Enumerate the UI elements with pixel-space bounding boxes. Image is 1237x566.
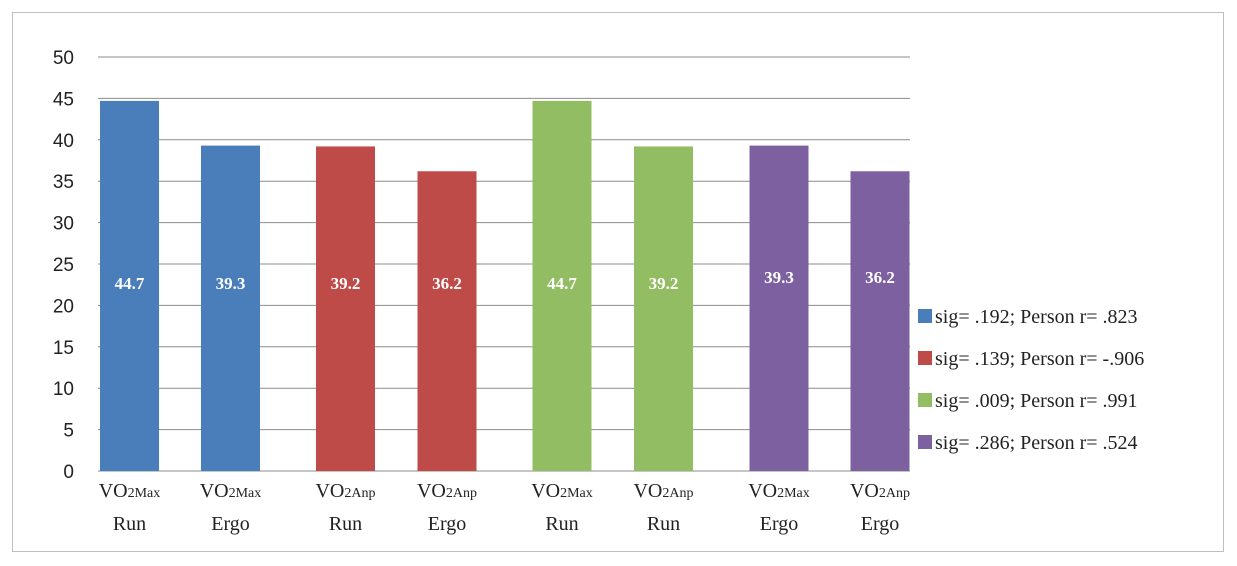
bar — [417, 171, 477, 472]
bar — [100, 100, 159, 471]
data-label: 36.2 — [432, 274, 462, 293]
legend-label: sig= .286; Person r= .524 — [935, 432, 1138, 454]
x-tick-label-line2: Run — [329, 513, 362, 535]
x-tick-label: VO2Anp — [850, 480, 910, 502]
y-tick-label: 0 — [63, 462, 74, 483]
y-tick-label: 20 — [53, 296, 74, 317]
y-tick-label: 45 — [53, 89, 74, 110]
x-tick-label-line2: Run — [647, 513, 680, 535]
y-tick-label: 30 — [53, 214, 74, 235]
legend-swatch — [918, 393, 932, 407]
bar — [749, 145, 809, 471]
x-tick-label: VO2Anp — [633, 480, 693, 502]
data-label: 39.2 — [331, 274, 361, 293]
bar — [316, 146, 375, 471]
y-tick-label: 25 — [53, 255, 74, 276]
y-tick-label: 10 — [53, 379, 74, 400]
x-tick-label-line2: Run — [545, 513, 578, 535]
legend-label: sig= .192; Person r= .823 — [935, 306, 1138, 328]
bar — [850, 171, 910, 472]
data-label: 39.2 — [649, 274, 679, 293]
y-tick-label: 15 — [53, 338, 74, 359]
x-tick-label-line2: Run — [113, 513, 146, 535]
y-tick-label: 40 — [53, 131, 74, 152]
data-label: 44.7 — [115, 274, 145, 293]
x-tick-label: VO2Max — [748, 480, 810, 502]
x-tick-label: VO2Max — [200, 480, 262, 502]
legend-label: sig= .009; Person r= .991 — [935, 390, 1138, 412]
bar — [634, 146, 693, 471]
x-tick-label-line2: Ergo — [428, 513, 467, 535]
legend-label: sig= .139; Person r= -.906 — [935, 348, 1144, 370]
x-tick-label: VO2Max — [531, 480, 593, 502]
y-tick-label: 5 — [63, 421, 74, 442]
x-tick-label-line2: Ergo — [760, 513, 799, 535]
x-tick-label: VO2Max — [99, 480, 161, 502]
legend-swatch — [918, 309, 932, 323]
legend-swatch — [918, 351, 932, 365]
y-tick-label: 50 — [53, 48, 74, 69]
x-tick-label: VO2Anp — [315, 480, 375, 502]
x-tick-label: VO2Anp — [417, 480, 477, 502]
data-label: 36.2 — [865, 268, 895, 287]
data-label: 44.7 — [547, 274, 577, 293]
data-label: 39.3 — [764, 268, 794, 287]
y-tick-label: 35 — [53, 172, 74, 193]
x-tick-label-line2: Ergo — [211, 513, 250, 535]
legend-swatch — [918, 435, 932, 449]
bar — [201, 145, 260, 471]
x-tick-label-line2: Ergo — [861, 513, 900, 535]
data-label: 39.3 — [216, 274, 246, 293]
bar — [532, 100, 592, 471]
